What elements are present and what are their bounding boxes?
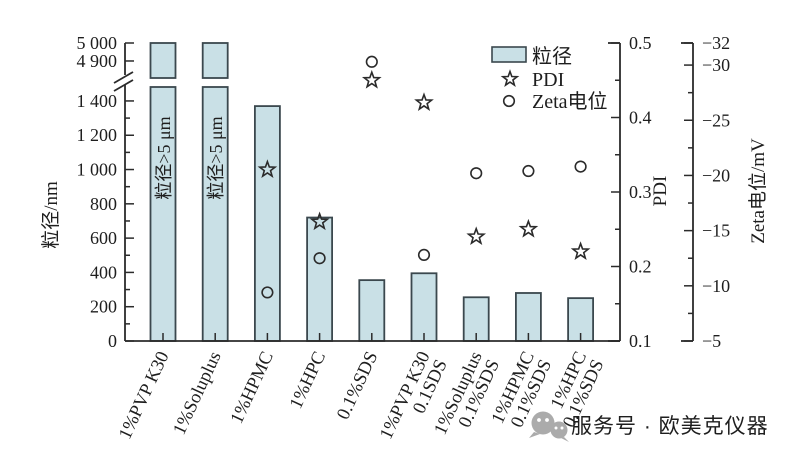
wechat-bubble-large [531, 411, 555, 435]
bar [410, 272, 438, 342]
bar [515, 292, 542, 342]
pdi-axis-title: PDI [650, 176, 671, 207]
x-tick-label-line: 0.1%SDS [334, 349, 383, 423]
circle-icon [502, 94, 516, 108]
bar-overflow-label: 粒径>5 μm [154, 116, 174, 199]
zeta-tick-label: −30 [702, 55, 730, 75]
wechat-icon [529, 411, 569, 442]
zeta-circle-marker [417, 248, 431, 262]
legend-label: 粒径 [532, 45, 572, 68]
x-tick-label-line: 1%HPC [286, 349, 330, 412]
axis-break-slash [113, 71, 134, 84]
zeta-circle-marker [261, 286, 274, 299]
legend-item-circle: Zeta电位 [502, 90, 608, 113]
bar-upper-segment [149, 42, 177, 79]
pdi-tick-label: 0.2 [629, 257, 652, 277]
zeta-tick-label: −25 [702, 110, 730, 130]
legend-bar-swatch [491, 46, 527, 63]
watermark-text: 服务号 · 欧美克仪器 [571, 415, 769, 438]
size-tick-label: 4 900 [77, 51, 118, 71]
zeta-circle-marker [522, 164, 535, 178]
pdi-star-marker [257, 159, 278, 179]
wechat-bubble-tail [561, 437, 569, 442]
x-tick-label: 1%PVP K300.1SDS [377, 349, 452, 451]
size-axis-title: 粒径/nm [40, 181, 62, 249]
x-tick-label-line: 1%Soluplus [170, 349, 226, 439]
size-tick-label: 200 [90, 297, 117, 317]
pdi-star-marker [361, 69, 382, 89]
zeta-circle-marker [313, 252, 326, 265]
pdi-tick-label: 0.1 [629, 331, 652, 351]
pdi-star-marker [414, 92, 434, 111]
size-tick-label: 1 400 [77, 91, 118, 111]
zeta-circle-marker [470, 167, 483, 180]
x-tick-label: 1%Soluplus [170, 349, 226, 439]
legend-label: Zeta电位 [532, 90, 608, 113]
x-tick-label: 1%PVP K30 [116, 349, 174, 443]
wechat-eye [554, 426, 558, 430]
bar [253, 105, 281, 342]
x-tick-label: 1%HPC [286, 349, 330, 412]
legend-item-size: 粒径 [491, 45, 572, 68]
size-tick-label: 5 000 [77, 33, 118, 53]
x-tick-label-line: 1%PVP K30 [116, 349, 174, 443]
wechat-eye [560, 426, 564, 430]
pdi-star-marker [518, 218, 539, 238]
star-icon [500, 69, 520, 87]
wechat-eye [537, 418, 541, 422]
zeta-axis-title: Zeta电位/mV [747, 138, 769, 244]
bars-series: 粒径>5 μm 粒径>5 μm [149, 42, 594, 342]
scatter-markers [257, 55, 591, 299]
watermark: 服务号 · 欧美克仪器 [529, 411, 769, 442]
zeta-circle-marker [574, 160, 587, 173]
zeta-circle-marker [365, 55, 378, 68]
pdi-star-marker [570, 241, 591, 260]
axis-break-slash [113, 79, 134, 92]
wechat-eye [545, 418, 549, 422]
size-tick-label: 800 [90, 194, 117, 214]
wechat-bubble-small [550, 421, 568, 439]
x-tick-label: 1%HPMC [227, 349, 278, 427]
size-tick-label: 1 200 [77, 125, 118, 145]
size-tick-label: 1 000 [77, 160, 118, 180]
pdi-axis: 0.1 0.2 0.3 0.4 0.5 PDI [608, 33, 671, 351]
zeta-axis: −5 −10 −15 −20 −25 −30−32 Zeta电位/mV [681, 33, 769, 351]
zeta-tick-label: −15 [702, 221, 730, 241]
bar [358, 279, 386, 342]
pdi-star-marker [309, 211, 330, 231]
size-tick-label: 600 [90, 228, 117, 248]
wechat-bubble-tail [529, 432, 540, 438]
x-tick-label: 0.1%SDS [334, 349, 383, 423]
legend-label: PDI [532, 69, 564, 91]
zeta-tick-label: −5 [702, 331, 721, 351]
bar-upper-segment [201, 42, 229, 79]
zeta-tick-label: −32 [702, 33, 730, 53]
size-tick-label: 0 [108, 331, 117, 351]
pdi-tick-label: 0.4 [629, 108, 652, 128]
pdi-star-marker [466, 226, 487, 246]
legend-item-star: PDI [500, 69, 564, 91]
x-tick-label-line: 1%HPMC [227, 349, 278, 427]
zeta-tick-label: −10 [702, 276, 730, 296]
bar-overflow-label: 粒径>5 μm [206, 116, 226, 199]
zeta-tick-label: −20 [702, 165, 730, 185]
bar [306, 216, 334, 342]
size-tick-label: 400 [90, 262, 117, 282]
pdi-tick-label: 0.3 [629, 182, 652, 202]
pdi-tick-label: 0.5 [629, 33, 652, 53]
